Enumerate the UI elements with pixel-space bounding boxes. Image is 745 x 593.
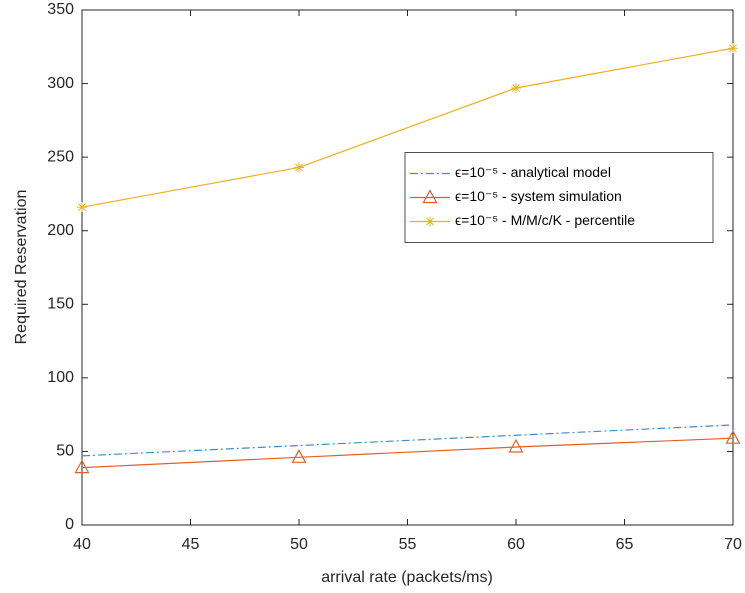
legend-label: ϵ=10⁻⁵ - M/M/c/K - percentile [455, 212, 635, 228]
marker [291, 449, 307, 463]
legend: ϵ=10⁻⁵ - analytical model ϵ=10⁻⁵ - system… [404, 152, 714, 243]
series-line [81, 437, 734, 469]
x-tick-label: 60 [507, 536, 525, 553]
x-tick-label: 55 [399, 536, 417, 553]
x-tick-label: 50 [290, 536, 308, 553]
x-tick-label: 45 [182, 536, 200, 553]
y-tick-label: 50 [56, 443, 74, 460]
y-tick-label: 250 [47, 148, 74, 165]
marker [508, 438, 524, 453]
legend-marker [422, 189, 438, 204]
x-axis-label: arrival rate (packets/ms) [321, 569, 493, 586]
y-tick-label: 350 [47, 1, 74, 18]
series-line [81, 424, 734, 457]
y-tick-label: 300 [47, 75, 74, 92]
plot-frame [81, 9, 734, 526]
y-tick-label: 0 [65, 516, 74, 533]
legend-label: ϵ=10⁻⁵ - system simulation [455, 188, 622, 204]
marker [294, 162, 304, 173]
y-tick-label: 150 [47, 296, 74, 313]
y-tick-label: 100 [47, 369, 74, 386]
y-tick-label: 200 [47, 222, 74, 239]
marker [74, 459, 90, 474]
x-tick-label: 70 [724, 536, 742, 553]
legend-label: ϵ=10⁻⁵ - analytical model [455, 164, 611, 180]
x-tick-label: 65 [616, 536, 634, 553]
marker [77, 202, 87, 213]
marker [511, 82, 521, 93]
legend-box [404, 152, 714, 243]
x-tick-label: 40 [73, 536, 91, 553]
legend-marker [425, 216, 435, 227]
marker [725, 429, 741, 444]
series-line [81, 47, 734, 208]
marker [728, 43, 738, 54]
y-axis-label: Required Reservation [13, 190, 30, 345]
